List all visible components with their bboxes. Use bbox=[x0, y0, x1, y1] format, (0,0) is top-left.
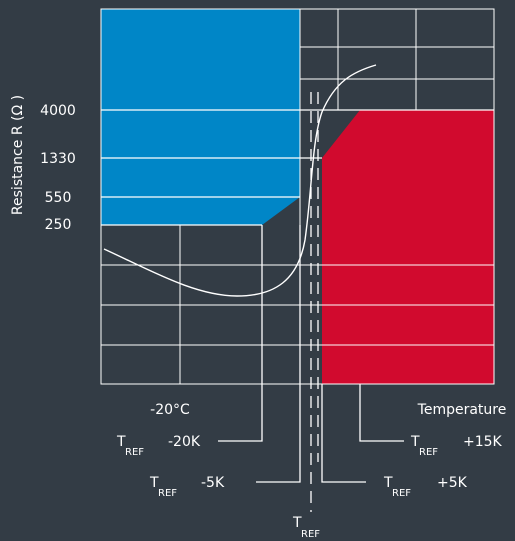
t-symbol: T bbox=[383, 475, 393, 491]
resistance-curve bbox=[103, 64, 377, 297]
t-symbol: T bbox=[149, 475, 159, 491]
t-symbol: T bbox=[292, 515, 302, 531]
y-axis-label: Resistance R (Ω ) bbox=[10, 95, 26, 215]
label-minus20c: -20°C bbox=[150, 402, 190, 418]
leader-tref-minus5k bbox=[256, 225, 301, 483]
leader-tref-plus5k bbox=[321, 384, 366, 483]
ref-subscript: REF bbox=[158, 488, 177, 499]
tick-label-550: 550 bbox=[45, 190, 72, 206]
cold-zone bbox=[101, 9, 300, 225]
offset-plus5k: +5K bbox=[437, 475, 468, 491]
hot-zone bbox=[322, 110, 494, 384]
offset-minus20k: -20K bbox=[168, 434, 201, 450]
tick-label-1330: 1330 bbox=[40, 151, 76, 167]
offset-plus15k: +15K bbox=[463, 434, 503, 450]
tick-label-250: 250 bbox=[45, 217, 72, 233]
tick-label-4000: 4000 bbox=[40, 103, 76, 119]
x-axis-label: Temperature bbox=[417, 402, 507, 418]
t-symbol: T bbox=[116, 434, 126, 450]
leader-tref-plus15k bbox=[359, 384, 404, 442]
ref-subscript: REF bbox=[301, 529, 320, 540]
ref-subscript: REF bbox=[125, 447, 144, 458]
grid bbox=[100, 8, 495, 385]
ref-subscript: REF bbox=[392, 488, 411, 499]
t-symbol: T bbox=[410, 434, 420, 450]
ref-subscript: REF bbox=[419, 447, 438, 458]
offset-minus5k: -5K bbox=[201, 475, 225, 491]
leader-tref-minus20k bbox=[218, 225, 263, 442]
